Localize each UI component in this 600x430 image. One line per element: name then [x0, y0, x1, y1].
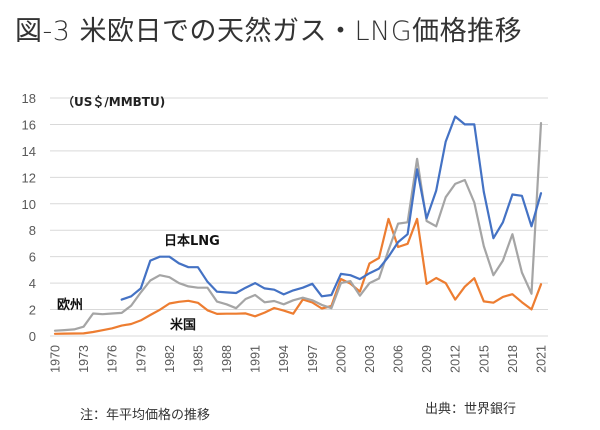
y-tick-label: 8	[29, 223, 36, 238]
x-tick-label: 1994	[277, 345, 291, 373]
y-tick-label: 14	[22, 144, 36, 159]
x-tick-label: 2015	[477, 345, 491, 373]
x-tick-label: 1997	[306, 345, 320, 373]
series-line-japan-lng	[120, 115, 543, 301]
series-label-us: 米国	[170, 317, 196, 333]
source-credit: 出典：世界銀行	[425, 402, 517, 417]
x-tick-label: 2000	[334, 345, 348, 373]
footnote: 注：年平均価格の推移	[80, 408, 211, 423]
y-tick-label: 0	[29, 329, 36, 344]
gridlines	[50, 97, 548, 337]
y-tick-label: 4	[29, 276, 36, 291]
x-tick-label: 2009	[420, 345, 434, 373]
x-tick-label: 1979	[134, 345, 148, 373]
y-tick-label: 10	[22, 197, 36, 212]
x-tick-label: 1985	[191, 345, 205, 373]
series-label-europe: 欧州	[57, 297, 83, 313]
x-tick-label: 1973	[77, 345, 91, 373]
x-tick-label: 1976	[106, 345, 120, 373]
y-tick-label: 2	[29, 303, 36, 318]
series-line-europe	[53, 122, 543, 332]
series-label-japan-lng: 日本LNG	[164, 233, 220, 249]
series-line-us	[53, 217, 543, 335]
y-tick-label: 18	[22, 91, 36, 106]
y-axis-unit-label: （US＄/MMBTU)	[62, 94, 165, 109]
x-tick-label: 1988	[220, 345, 234, 373]
y-tick-label: 16	[22, 117, 36, 132]
x-tick-label: 2012	[449, 345, 463, 373]
x-tick-label: 1970	[49, 345, 63, 373]
x-tick-label: 1982	[163, 345, 177, 373]
x-tick-label: 2018	[506, 345, 520, 373]
x-tick-label: 1991	[249, 345, 263, 373]
x-tick-label: 2021	[535, 345, 549, 373]
x-tick-label: 2006	[392, 345, 406, 373]
x-axis-ticks: 1970 1973 1976 1979 1982 1985 1988 1991 1994 1997…	[49, 345, 549, 373]
figure-title: 図-3 米欧日での天然ガス・LNG価格推移	[15, 16, 523, 47]
x-tick-label: 2003	[363, 345, 377, 373]
y-tick-label: 6	[29, 250, 36, 265]
y-tick-label: 12	[22, 170, 36, 185]
series-lines	[53, 115, 543, 335]
y-axis-ticks: 0 2 4 6 8 10 12 14 16 18	[22, 91, 36, 344]
